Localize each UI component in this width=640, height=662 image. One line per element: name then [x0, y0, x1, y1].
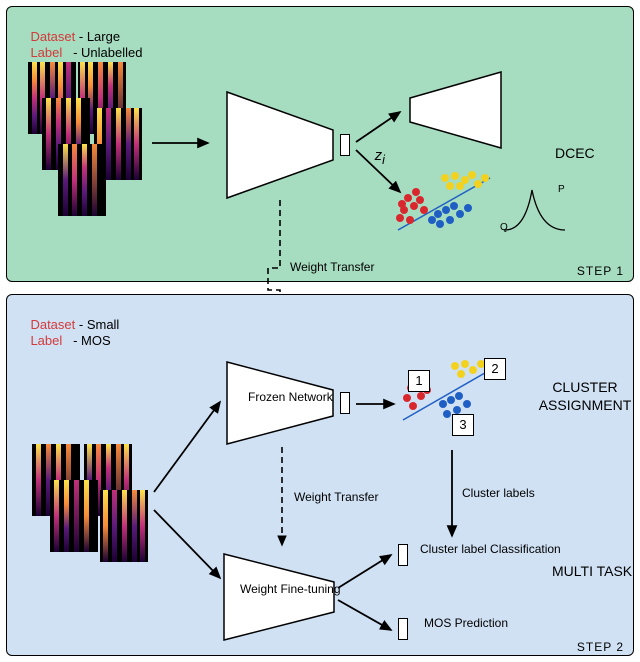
dcec-label: DCEC: [555, 144, 595, 162]
head-mos-box: [398, 618, 408, 640]
dist-q: Q: [500, 222, 508, 233]
step2-label: STEP 2: [577, 640, 624, 654]
cluster-tag-2: 2: [484, 358, 506, 380]
step1-label: STEP 1: [577, 264, 624, 278]
bottom-label-key: Label: [30, 333, 62, 348]
finetune-encoder: [222, 552, 336, 642]
encoder-top: [225, 90, 335, 200]
weight-transfer-label-1: Weight Transfer: [290, 260, 374, 274]
finetune-label: Weight Fine-tuning: [240, 582, 341, 596]
spectrogram-5: [58, 144, 106, 216]
weight-transfer-label-2: Weight Transfer: [294, 490, 378, 504]
decoder-top: [408, 70, 503, 150]
cluster-tag-1: 1: [408, 370, 430, 392]
cluster-tag-3: 3: [452, 414, 474, 436]
cluster-scatter-top: [390, 170, 500, 250]
cluster-labels-text: Cluster labels: [462, 486, 535, 500]
cluster-assign-label: CLUSTER ASSIGNMENT: [530, 378, 640, 414]
bottom-label-val: - MOS: [62, 333, 110, 348]
frozen-label: Frozen Network: [248, 390, 333, 404]
top-label-val: - Unlabelled: [62, 45, 142, 60]
spectrogram-b4: [100, 490, 148, 562]
head-cls-box: [398, 544, 408, 566]
top-label-key: Label: [30, 45, 62, 60]
latent-box-top: [340, 134, 350, 156]
task-mos-label: MOS Prediction: [424, 616, 508, 630]
arrow-input-encoder-top: [150, 128, 220, 158]
dist-p: P: [558, 184, 565, 195]
spectrogram-b3: [50, 480, 98, 552]
multi-task-label: MULTI TASK: [552, 562, 632, 580]
bottom-header-line2: Label - MOS: [16, 318, 111, 363]
latent-box-frozen: [340, 392, 350, 414]
